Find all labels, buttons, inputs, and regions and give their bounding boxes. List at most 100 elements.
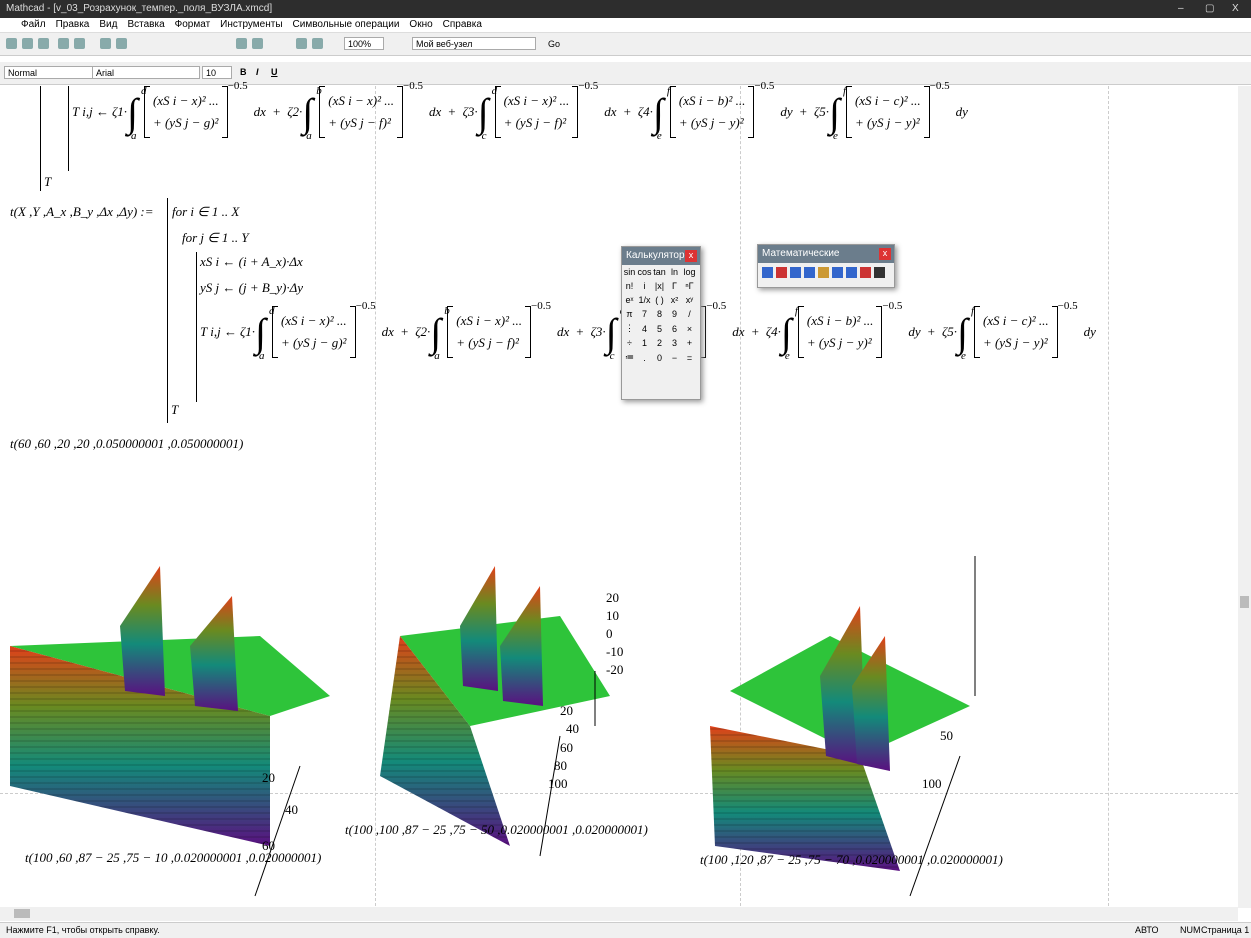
tick-label: 100 [922, 776, 942, 791]
calc-button[interactable]: 0 [652, 350, 667, 365]
menu-item[interactable]: Формат [175, 19, 211, 30]
calc-button[interactable]: 8 [652, 307, 667, 321]
underline-button[interactable]: U [271, 67, 278, 77]
icon[interactable] [38, 38, 49, 49]
minimize[interactable]: – [1178, 0, 1184, 18]
calc-button[interactable]: log [682, 265, 697, 279]
icon[interactable] [100, 38, 111, 49]
calc-button[interactable]: 2 [652, 336, 667, 350]
integral: ∫ba [302, 89, 313, 136]
calc-button[interactable]: 1 [637, 336, 652, 350]
row: (xS i − x)² ... [153, 90, 219, 112]
calc-button[interactable]: + [682, 336, 697, 350]
tick-label: -20 [606, 662, 623, 677]
calc-button[interactable]: ⁿΓ [682, 279, 697, 293]
menu-item[interactable]: Правка [56, 19, 90, 30]
calc-button[interactable]: ÷ [622, 336, 637, 350]
menu-item[interactable]: Символьные операции [293, 19, 400, 30]
calc-button[interactable]: 6 [667, 321, 682, 336]
icon[interactable] [6, 38, 17, 49]
url-combo[interactable]: Мой веб-узел [412, 37, 536, 50]
calc-button[interactable]: / [682, 307, 697, 321]
calc-button[interactable]: xʸ [682, 293, 697, 307]
font-combo[interactable]: Arial [92, 66, 200, 79]
bold-button[interactable]: B [240, 67, 247, 77]
icon[interactable] [252, 38, 263, 49]
calc-button[interactable]: 5 [652, 321, 667, 336]
calc-button[interactable]: 1/x [637, 293, 652, 307]
icon[interactable] [236, 38, 247, 49]
calc-button[interactable]: 4 [637, 321, 652, 336]
calc-button[interactable]: n! [622, 279, 637, 293]
calc-button[interactable]: ( ) [652, 293, 667, 307]
tick-label: 20 [560, 703, 573, 718]
menu-item[interactable]: Вставка [127, 19, 164, 30]
plot-3 [710, 556, 975, 896]
icon[interactable] [846, 267, 857, 278]
icon[interactable] [832, 267, 843, 278]
bracket: (xS i − x)² ...+ (yS j − f)² [447, 306, 531, 358]
zoom-combo[interactable]: 100% [344, 37, 384, 50]
icon[interactable] [58, 38, 69, 49]
bracket: (xS i − c)² ...+ (yS j − y)² [974, 306, 1058, 358]
italic-button[interactable]: I [256, 67, 259, 77]
calc-button[interactable]: = [682, 350, 697, 365]
calc-button[interactable]: − [667, 350, 682, 365]
icon[interactable] [804, 267, 815, 278]
calc-button[interactable]: eˣ [622, 293, 637, 307]
icon[interactable] [790, 267, 801, 278]
menu-item[interactable]: Справка [443, 19, 482, 30]
go-button[interactable]: Go [548, 39, 560, 49]
palette-icons [758, 263, 894, 282]
calc-button[interactable]: ≔ [622, 350, 637, 365]
calc-button[interactable]: sin [622, 265, 637, 279]
calc-button[interactable]: i [637, 279, 652, 293]
menu-item[interactable]: Инструменты [220, 19, 282, 30]
icon[interactable] [762, 267, 773, 278]
size-combo[interactable]: 10 [202, 66, 232, 79]
close[interactable]: x [685, 250, 697, 262]
icon[interactable] [860, 267, 871, 278]
program-line: yS j ← (j + B_y)·Δy [200, 280, 303, 296]
plot-caption: t(100 ,100 ,87 − 25 ,75 − 50 ,0.02000000… [345, 822, 648, 838]
menu-item[interactable]: Окно [409, 19, 432, 30]
calc-button[interactable]: 9 [667, 307, 682, 321]
icon[interactable] [776, 267, 787, 278]
plus: + [401, 324, 408, 339]
calc-button[interactable]: 7 [637, 307, 652, 321]
icon[interactable] [74, 38, 85, 49]
calc-button[interactable]: |x| [652, 279, 667, 293]
calc-button[interactable]: . [637, 350, 652, 365]
v-scrollbar[interactable] [1238, 86, 1251, 908]
icon[interactable] [296, 38, 307, 49]
calc-button[interactable]: Γ [667, 279, 682, 293]
icon[interactable] [818, 267, 829, 278]
plot-1 [10, 566, 330, 896]
coefficient: ζ3· [591, 324, 606, 340]
assign: T i,j ← [200, 324, 237, 339]
calc-button[interactable]: ⋮ [622, 321, 637, 336]
maximize[interactable]: ▢ [1205, 0, 1214, 18]
icon[interactable] [874, 267, 885, 278]
calc-button[interactable]: 3 [667, 336, 682, 350]
close[interactable]: x [879, 248, 891, 260]
icon[interactable] [312, 38, 323, 49]
menu-item[interactable]: Вид [99, 19, 117, 30]
icon[interactable] [116, 38, 127, 49]
calc-button[interactable]: cos [637, 265, 652, 279]
menu-item[interactable]: Файл [21, 19, 46, 30]
calc-button[interactable]: tan [652, 265, 667, 279]
calc-button[interactable]: × [682, 321, 697, 336]
calc-button[interactable]: x² [667, 293, 682, 307]
calc-button[interactable]: π [622, 307, 637, 321]
style-combo[interactable]: Normal [4, 66, 100, 79]
icon[interactable] [22, 38, 33, 49]
integral: ∫ba [430, 309, 441, 356]
tick-label: 50 [940, 728, 953, 743]
calc-button[interactable]: ln [667, 265, 682, 279]
close[interactable]: X [1232, 0, 1239, 18]
differential: dx [604, 104, 616, 120]
h-scrollbar[interactable] [0, 907, 1238, 921]
row: (xS i − x)² ... [328, 90, 394, 112]
